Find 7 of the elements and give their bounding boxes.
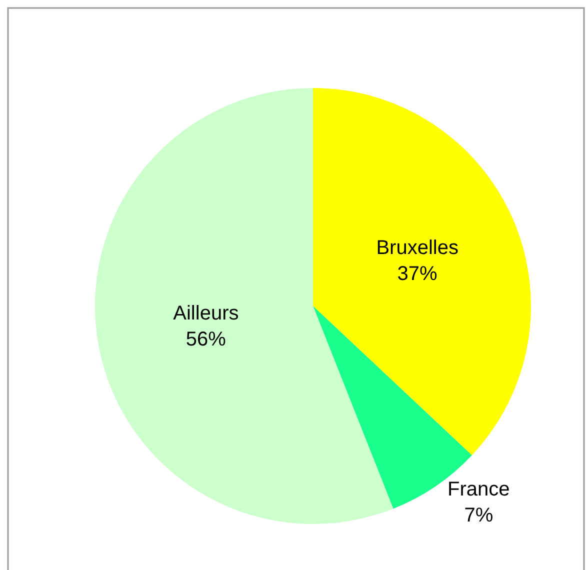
data-label: 37% xyxy=(397,262,438,285)
slice-label: Bruxelles xyxy=(376,236,458,259)
slice-label: France xyxy=(448,478,510,501)
data-label: 56% xyxy=(186,328,226,350)
slice-label: Ailleurs xyxy=(173,302,239,324)
data-label: 7% xyxy=(464,504,494,527)
pie-slice xyxy=(313,88,531,456)
